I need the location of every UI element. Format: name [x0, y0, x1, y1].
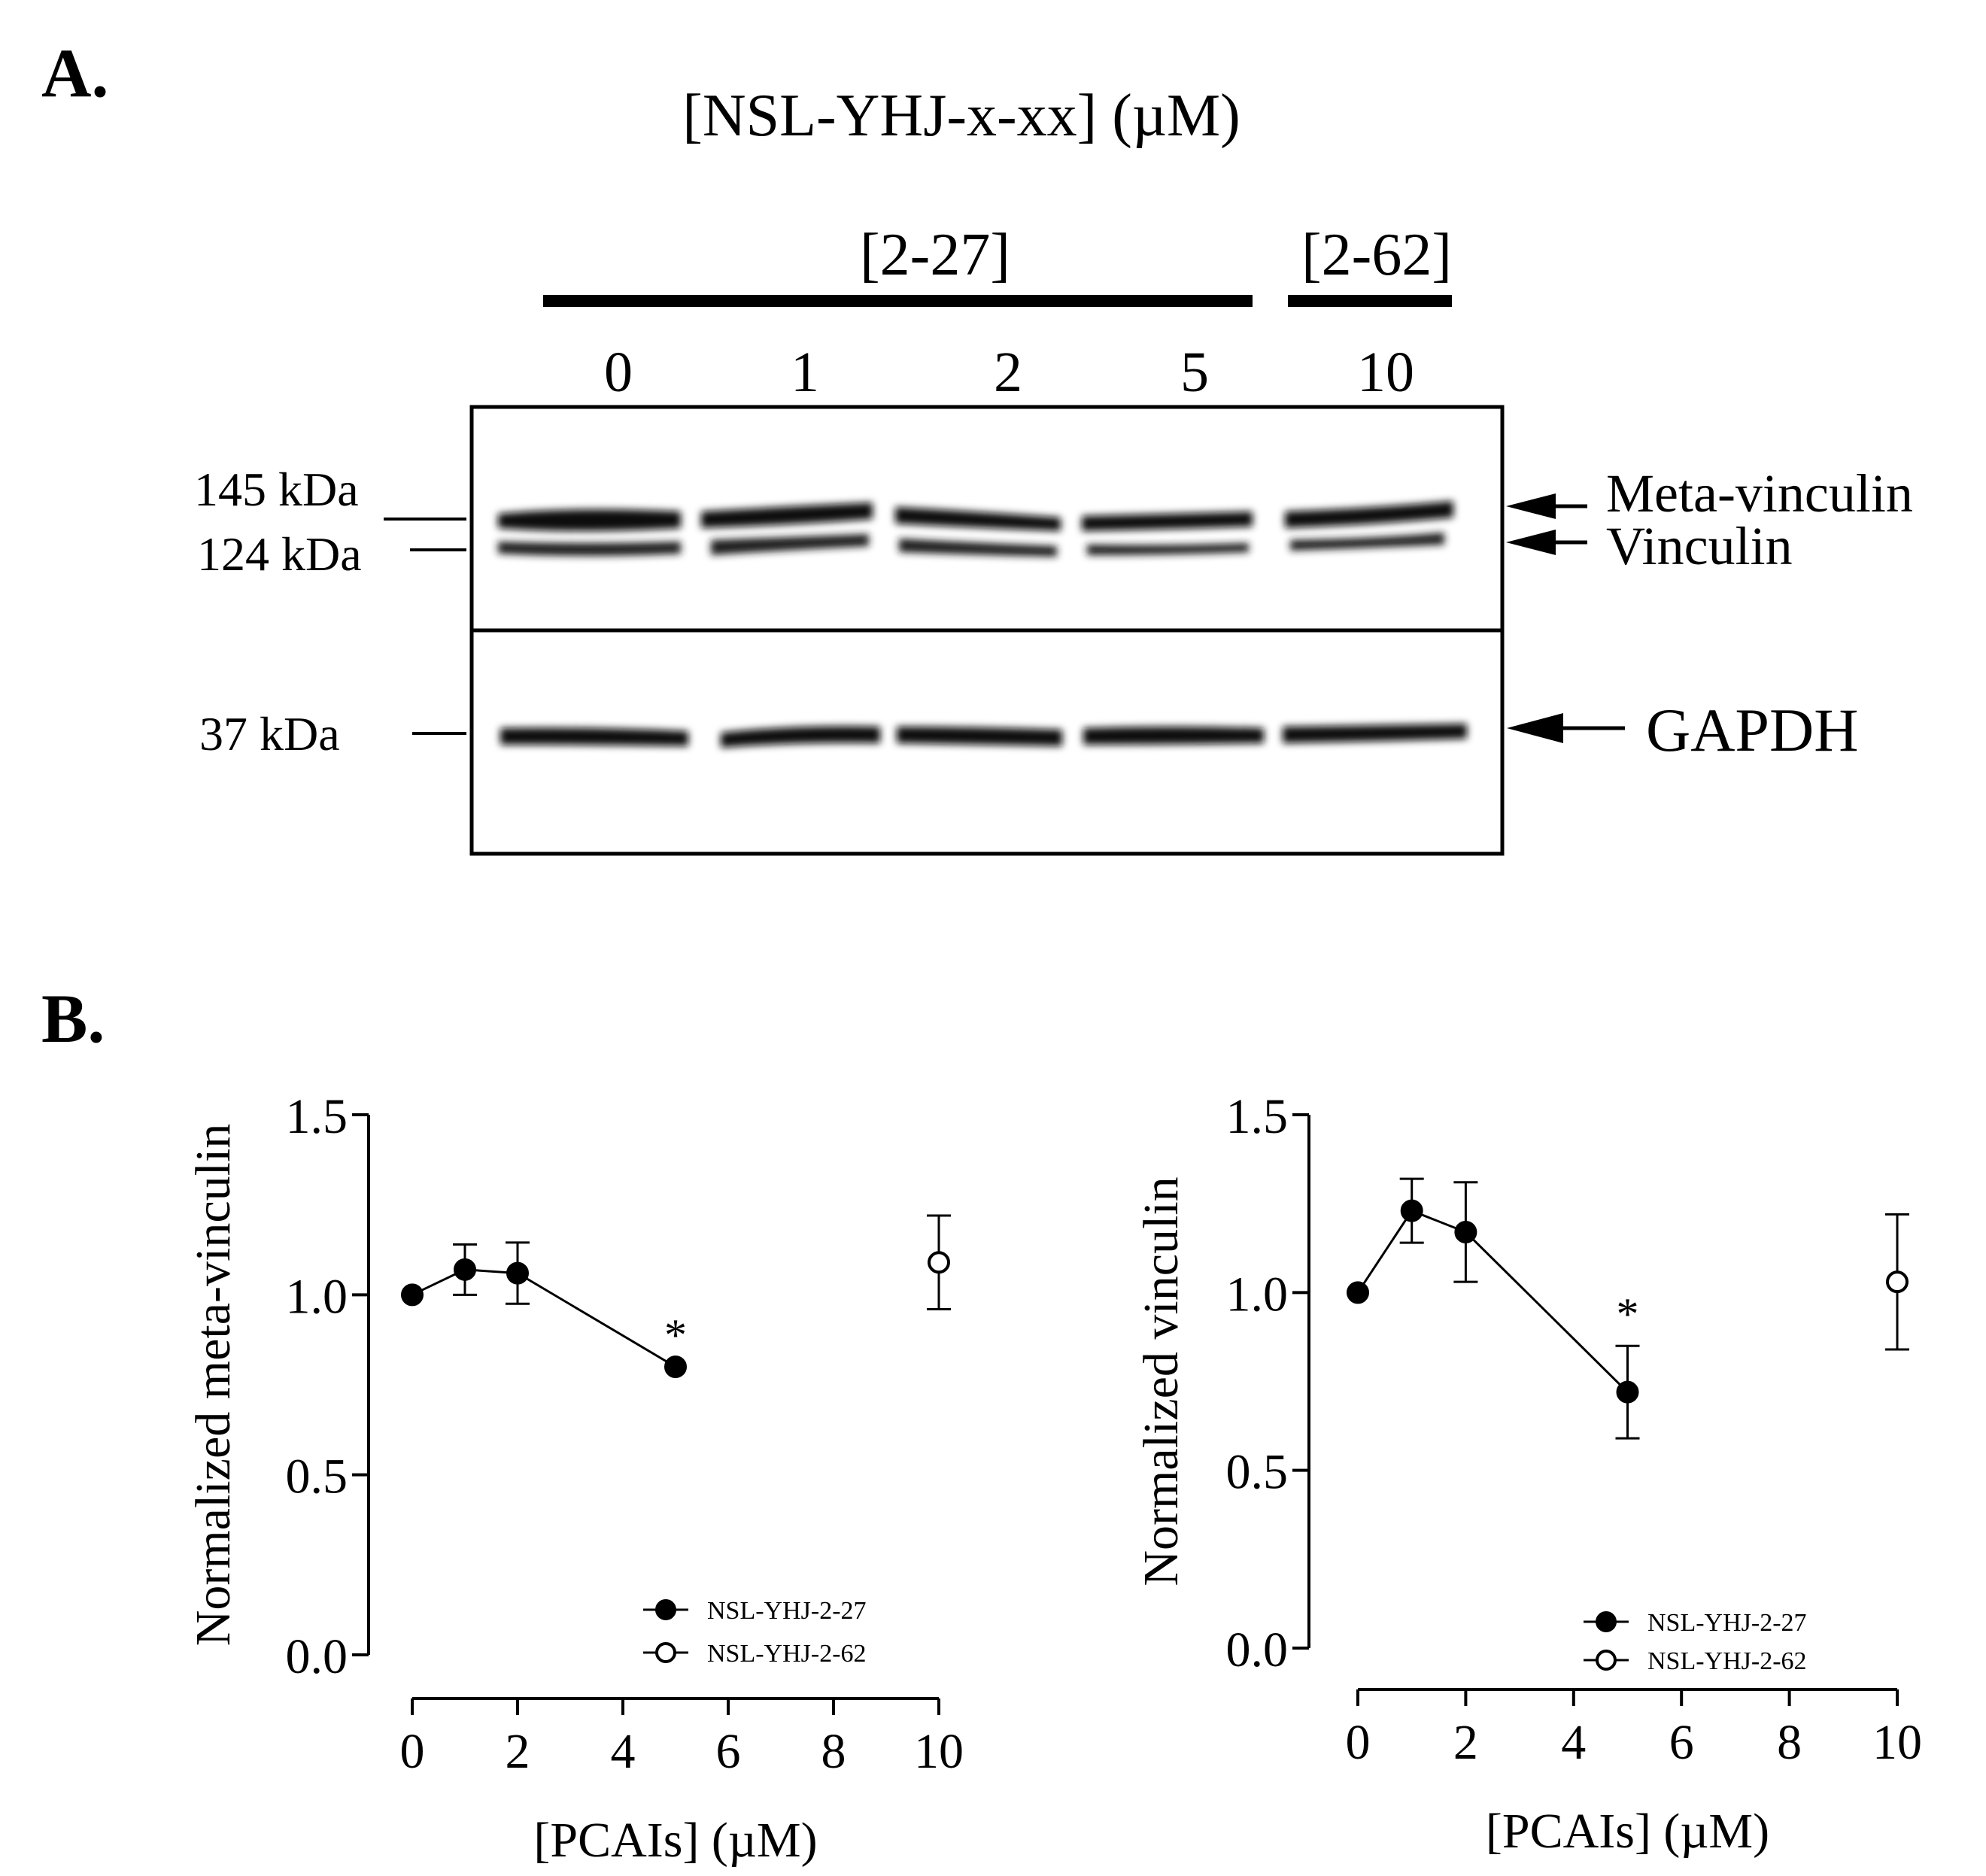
- legend-marker: [655, 1599, 676, 1620]
- band-vinculin-lane-4: [1087, 543, 1249, 555]
- x-tick-label: 4: [611, 1724, 636, 1779]
- data-point: [401, 1283, 424, 1307]
- band-label-metavinculin: Meta-vinculin: [1606, 463, 1913, 524]
- y-tick-label: 1.5: [1226, 1089, 1289, 1144]
- lane-label-10: 10: [1357, 341, 1414, 404]
- y-tick-label: 1.0: [1226, 1267, 1289, 1322]
- legend-marker: [1596, 1650, 1617, 1671]
- legend-label: NSL-YHJ-2-27: [707, 1597, 867, 1625]
- band-metavinculin-lane-2: [701, 502, 873, 528]
- arrow-gapdh: [1507, 713, 1625, 743]
- band-metavinculin-lane-4: [1082, 511, 1253, 531]
- marker-37: 37 kDa: [199, 707, 340, 760]
- legend-marker: [655, 1642, 676, 1663]
- data-point: [1454, 1220, 1477, 1243]
- x-tick-label: 6: [1669, 1715, 1694, 1770]
- x-tick-label: 2: [506, 1724, 530, 1779]
- y-tick-label: 0.5: [1226, 1445, 1289, 1500]
- legend-label: NSL-YHJ-2-62: [1647, 1647, 1807, 1675]
- band-gapdh-lane-1: [500, 727, 688, 746]
- data-point: [506, 1261, 529, 1285]
- marker-124: 124 kDa: [197, 527, 362, 581]
- band-gapdh-lane-5: [1283, 724, 1467, 743]
- y-tick-label: 1.5: [286, 1089, 348, 1144]
- data-point: [928, 1251, 950, 1274]
- x-tick-label: 4: [1561, 1715, 1586, 1770]
- blot-upper: [469, 405, 1505, 633]
- lane-label-5: 5: [1180, 341, 1209, 404]
- arrow-vinculin: [1506, 530, 1587, 555]
- band-metavinculin-lane-3: [895, 507, 1061, 531]
- data-point: [1616, 1380, 1639, 1404]
- x-tick-label: 0: [1346, 1715, 1371, 1770]
- band-gapdh-lane-3: [897, 727, 1062, 746]
- y-axis-label: Normalized vinculin: [1134, 1176, 1189, 1586]
- y-tick-label: 0.5: [286, 1449, 348, 1504]
- legend-marker: [1596, 1611, 1617, 1632]
- chart-meta-vinculin: 0.0 0.5 1.0 1.5 0 2 4 6 8 10 Normalized meta-vincu…: [186, 1089, 964, 1868]
- data-point: [1347, 1281, 1369, 1304]
- panel-b-label: B.: [41, 980, 105, 1057]
- data-point: [1886, 1270, 1909, 1294]
- y-tick-label: 0.0: [1226, 1623, 1289, 1677]
- y-tick-label: 0.0: [286, 1629, 348, 1684]
- series-line: [1356, 1209, 1629, 1393]
- x-tick-label: 8: [1777, 1715, 1802, 1770]
- blot-title: [NSL-YHJ-x-xx] (µM): [682, 83, 1240, 149]
- group-label-2-62: [2-62]: [1301, 222, 1452, 288]
- band-vinculin-lane-2: [711, 534, 869, 555]
- x-tick-label: 2: [1453, 1715, 1478, 1770]
- y-tick-label: 1.0: [286, 1269, 348, 1324]
- band-metavinculin-lane-1: [498, 509, 681, 531]
- legend-label: NSL-YHJ-2-27: [1647, 1609, 1807, 1637]
- legend-label: NSL-YHJ-2-62: [707, 1640, 867, 1668]
- x-tick-label: 6: [716, 1724, 741, 1779]
- blot-lower: [469, 628, 1505, 856]
- data-point: [454, 1258, 476, 1281]
- band-vinculin-lane-3: [899, 539, 1057, 557]
- panel-a-label: A.: [41, 35, 108, 111]
- x-tick-label: 10: [914, 1724, 964, 1779]
- data-point: [664, 1355, 687, 1379]
- lane-label-2: 2: [994, 341, 1022, 404]
- band-metavinculin-lane-5: [1285, 501, 1453, 528]
- chart-vinculin: 0.0 0.5 1.0 1.5 0 2 4 6 8 10 Normalized vinculin [P…: [1134, 1089, 1922, 1859]
- significance-mark: *: [664, 1310, 687, 1360]
- lane-label-0: 0: [604, 341, 633, 404]
- data-point: [1400, 1199, 1423, 1222]
- x-axis-label: [PCAIs] (µM): [533, 1813, 817, 1868]
- x-axis-label: [PCAIs] (µM): [1486, 1804, 1769, 1859]
- band-vinculin-lane-5: [1290, 533, 1444, 551]
- band-label-gapdh: GAPDH: [1646, 696, 1858, 764]
- lane-label-1: 1: [791, 341, 819, 404]
- band-vinculin-lane-1: [498, 542, 681, 556]
- arrow-metavinculin: [1506, 493, 1587, 519]
- x-tick-label: 10: [1872, 1715, 1922, 1770]
- band-gapdh-lane-4: [1083, 727, 1264, 745]
- marker-145: 145 kDa: [194, 463, 359, 516]
- band-label-vinculin: Vinculin: [1606, 516, 1793, 576]
- series-line: [411, 1268, 676, 1368]
- significance-mark: *: [1617, 1289, 1639, 1339]
- group-label-2-27: [2-27]: [860, 222, 1010, 288]
- y-axis-label: Normalized meta-vinculin: [186, 1124, 241, 1647]
- x-tick-label: 0: [400, 1724, 425, 1779]
- x-tick-label: 8: [821, 1724, 846, 1779]
- band-gapdh-lane-2: [721, 726, 880, 748]
